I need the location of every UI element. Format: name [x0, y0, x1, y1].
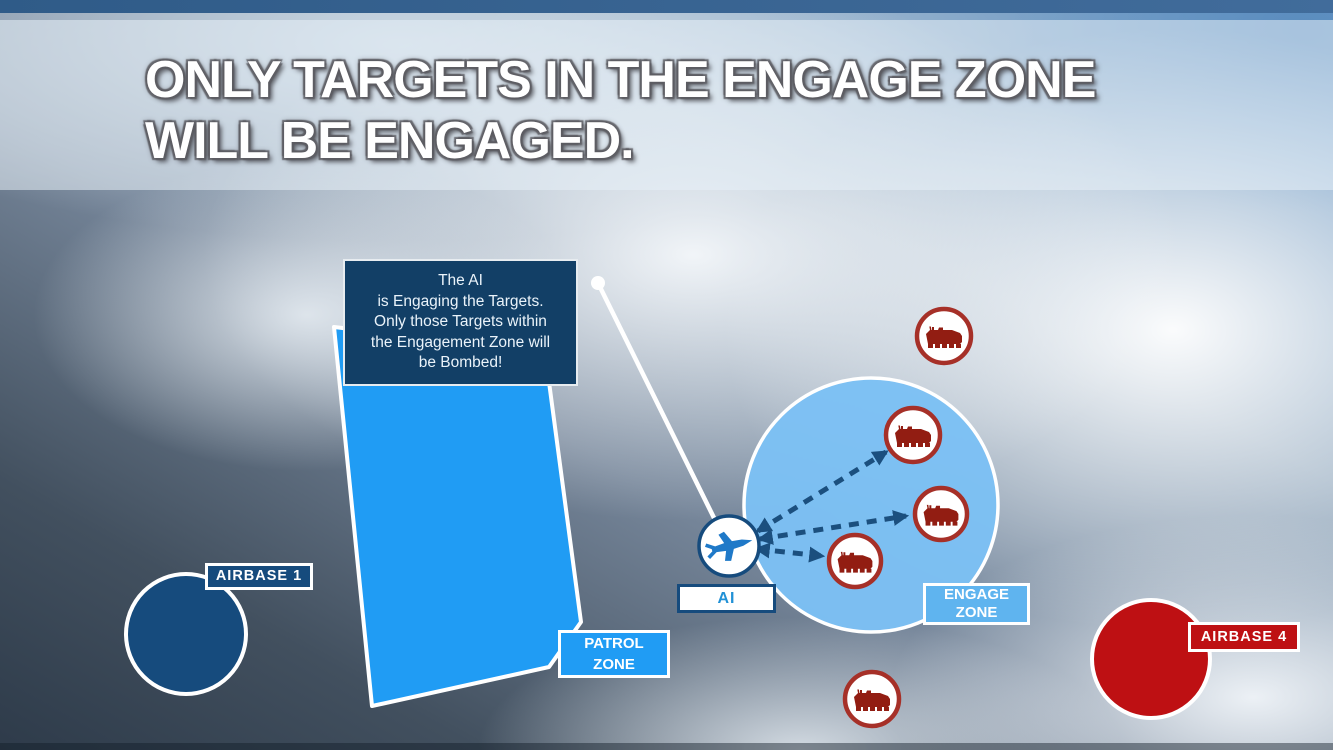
title-banner — [0, 20, 1333, 190]
patrol-zone-label: PATROL ZONE — [558, 630, 670, 678]
callout-box: The AI is Engaging the Targets. Only tho… — [343, 259, 578, 386]
target-icon — [883, 405, 943, 465]
engage-zone-label: ENGAGE ZONE — [923, 583, 1030, 625]
target-icon — [842, 669, 902, 729]
airbase-1-label: AIRBASE 1 — [205, 563, 313, 590]
ai-plane-icon — [697, 514, 761, 578]
engage-arrow — [753, 542, 826, 563]
airbase-4-shape — [1090, 598, 1212, 720]
callout-text: The AI is Engaging the Targets. Only tho… — [370, 272, 551, 372]
engagement-arrows — [753, 449, 910, 563]
top-accent-strip — [0, 0, 1333, 13]
engage-arrow — [756, 510, 910, 545]
slide-title-line2: WILL BE ENGAGED. — [145, 112, 635, 170]
callout-leader-dot — [591, 276, 605, 290]
ai-label: AI — [677, 584, 776, 613]
fighter-jet-icon — [704, 531, 753, 561]
airbase-4-label: AIRBASE 4 — [1188, 622, 1300, 652]
targets-group — [826, 306, 974, 729]
target-icon — [912, 485, 970, 543]
airbase-1-shape — [124, 572, 248, 696]
bottom-accent-strip — [0, 743, 1333, 750]
callout-leader-line — [595, 280, 720, 527]
slide-title-line1: ONLY TARGETS IN THE ENGAGE ZONE — [145, 51, 1096, 109]
slide-title: ONLY TARGETS IN THE ENGAGE ZONE WILL BE … — [145, 50, 1096, 172]
target-icon — [826, 532, 884, 590]
target-icon — [914, 306, 974, 366]
